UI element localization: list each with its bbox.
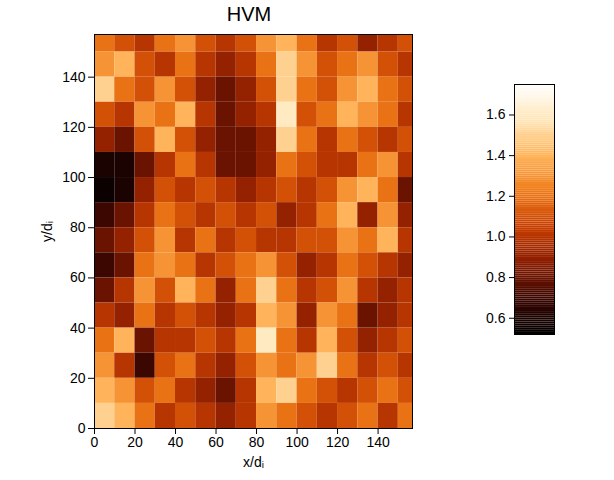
- svg-text:60: 60: [70, 269, 86, 285]
- svg-text:120: 120: [326, 434, 350, 450]
- svg-text:80: 80: [70, 219, 86, 235]
- svg-text:0.8: 0.8: [486, 269, 506, 285]
- svg-text:40: 40: [70, 320, 86, 336]
- svg-text:100: 100: [285, 434, 309, 450]
- svg-text:140: 140: [366, 434, 390, 450]
- svg-text:1.6: 1.6: [486, 106, 506, 122]
- html-text:HVM: HVM: [226, 3, 272, 25]
- svg-text:20: 20: [127, 434, 143, 450]
- svg-text:x/dᵢ: x/dᵢ: [243, 454, 264, 470]
- svg-text:y/dᵢ: y/dᵢ: [39, 221, 55, 242]
- svg-text:1.0: 1.0: [486, 228, 506, 244]
- svg-text:0.6: 0.6: [486, 310, 506, 326]
- svg-text:100: 100: [62, 169, 86, 185]
- svg-text:0: 0: [91, 434, 99, 450]
- svg-text:140: 140: [62, 69, 86, 85]
- svg-text:80: 80: [249, 434, 265, 450]
- svg-text:40: 40: [168, 434, 184, 450]
- svg-text:0: 0: [78, 420, 86, 436]
- svg-text:1.2: 1.2: [486, 188, 506, 204]
- svg-text:1.4: 1.4: [486, 147, 506, 163]
- svg-text:60: 60: [208, 434, 224, 450]
- svg-text:120: 120: [62, 119, 86, 135]
- svg-text:20: 20: [70, 370, 86, 386]
